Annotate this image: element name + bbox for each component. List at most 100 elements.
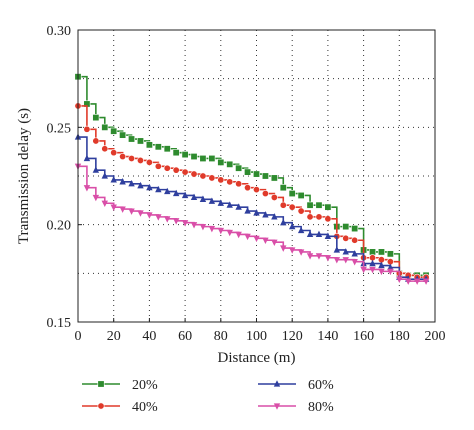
x-tick-label: 100: [246, 329, 267, 344]
data-point: [342, 223, 350, 231]
data-point: [324, 215, 332, 223]
data-point: [386, 250, 394, 258]
data-point: [324, 255, 332, 262]
data-point: [146, 212, 153, 219]
data-point: [360, 266, 367, 274]
x-axis-label: Distance (m): [218, 350, 296, 366]
x-tick-label: 200: [425, 329, 446, 344]
data-point: [119, 153, 127, 161]
data-point: [297, 249, 305, 256]
data-point: [270, 193, 278, 201]
data-point: [288, 190, 296, 198]
data-point: [92, 114, 100, 122]
data-point: [155, 185, 162, 193]
data-point: [163, 145, 171, 153]
data-point: [342, 234, 350, 242]
data-point: [172, 166, 180, 174]
data-point: [226, 201, 233, 208]
x-tick-label: 180: [389, 329, 410, 344]
data-point: [253, 235, 260, 243]
y-tick-label: 0.15: [47, 316, 72, 331]
data-point: [235, 164, 243, 172]
data-point: [217, 227, 224, 235]
data-point: [208, 197, 216, 204]
data-point: [128, 135, 136, 143]
data-point: [119, 178, 126, 185]
series-60pct: [74, 133, 430, 282]
series-group: [74, 73, 430, 285]
data-point: [351, 259, 358, 266]
data-point: [110, 176, 117, 183]
data-point: [235, 180, 243, 188]
data-point: [199, 224, 207, 231]
data-point: [306, 230, 314, 237]
data-point: [199, 195, 207, 202]
data-point: [387, 263, 394, 271]
x-tick-label: 80: [214, 329, 228, 344]
data-point: [164, 187, 171, 195]
data-point: [110, 127, 118, 135]
data-point: [422, 278, 430, 285]
data-point: [378, 268, 385, 276]
data-point: [119, 131, 127, 139]
data-point: [137, 181, 144, 189]
data-point: [315, 253, 323, 260]
data-point: [110, 204, 117, 211]
x-tick-label: 160: [353, 329, 374, 344]
data-point: [146, 183, 153, 191]
axes: 0 20 40 60 80 100 120 140 160 180 200 0.15 0.20 0.25 0…: [47, 24, 446, 344]
data-point: [315, 230, 323, 237]
legend-label: 80%: [308, 400, 334, 415]
data-point: [190, 193, 198, 201]
legend-marker: [273, 380, 281, 387]
legend-label: 60%: [308, 378, 334, 393]
data-point: [92, 194, 100, 202]
data-point: [351, 250, 358, 257]
data-point: [378, 261, 385, 269]
series-line: [78, 136, 427, 280]
data-point: [172, 189, 180, 197]
x-tick-label: 120: [282, 329, 303, 344]
data-point: [262, 211, 269, 218]
data-point: [405, 278, 412, 285]
data-point: [137, 210, 144, 217]
data-point: [83, 185, 91, 192]
data-point: [253, 209, 260, 216]
data-point: [181, 168, 189, 176]
data-point: [271, 239, 278, 246]
y-tick-label: 0.20: [47, 219, 72, 234]
data-point: [101, 123, 109, 131]
data-point: [154, 162, 162, 170]
data-point: [244, 168, 252, 176]
data-point: [279, 201, 287, 209]
data-point: [253, 170, 261, 178]
x-tick-label: 60: [178, 329, 192, 344]
data-point: [235, 231, 242, 239]
legend-marker: [273, 403, 281, 410]
series-20pct: [74, 73, 430, 279]
legend: 20% 40% 60% 80%: [82, 378, 334, 415]
data-point: [155, 214, 162, 221]
data-point: [289, 222, 296, 230]
series-40pct: [74, 102, 430, 281]
data-point: [324, 232, 332, 239]
data-point: [235, 203, 242, 210]
data-point: [244, 184, 252, 192]
data-point: [413, 278, 421, 285]
data-point: [289, 247, 296, 254]
data-point: [262, 237, 269, 245]
legend-item: 40%: [82, 400, 158, 415]
data-point: [271, 213, 278, 220]
data-point: [101, 145, 109, 153]
data-point: [92, 137, 100, 145]
x-tick-label: 140: [317, 329, 338, 344]
data-point: [172, 149, 180, 157]
data-point: [128, 208, 135, 215]
data-point: [270, 174, 278, 182]
data-point: [261, 172, 269, 180]
data-point: [226, 229, 233, 237]
legend-item: 20%: [82, 378, 158, 393]
data-point: [315, 201, 323, 209]
data-point: [333, 257, 341, 264]
data-point: [288, 203, 296, 211]
